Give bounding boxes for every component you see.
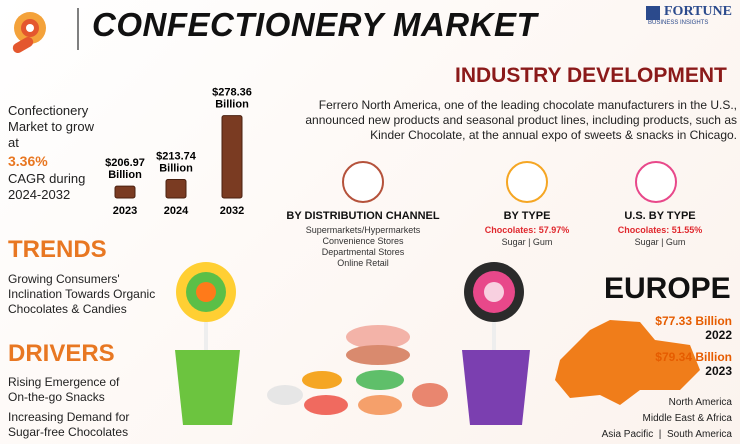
bar — [221, 115, 243, 199]
segment-item: Online Retail — [337, 258, 389, 268]
region: Middle East & Africa — [642, 413, 732, 424]
logo: FORTUNE — [664, 4, 732, 19]
driver: Increasing Demand for Sugar-free Chocola… — [8, 410, 130, 439]
x-tick-label: 2024 — [164, 205, 189, 217]
segment-title: U.S. BY TYPE — [624, 210, 696, 222]
growth-rate: 3.36% — [8, 153, 48, 169]
value-label: $278.36 Billion — [212, 87, 252, 111]
europe-value: $77.33 Billion — [655, 314, 732, 328]
segment-item: Sugar | Gum — [634, 237, 686, 247]
trends-title: TRENDS — [8, 236, 107, 263]
segment-highlight: Chocolates: 57.97% — [484, 225, 570, 235]
europe-year: 2023 — [705, 364, 732, 378]
trends-text: Growing Consumers' Inclination Towards O… — [8, 272, 156, 316]
segment-highlight: Chocolates: 51.55% — [617, 225, 703, 235]
drivers-title: DRIVERS — [8, 340, 115, 367]
bar — [165, 178, 187, 199]
value-label: $206.97 Billion — [105, 157, 145, 181]
driver: Rising Emergence of On-the-go Snacks — [8, 375, 120, 404]
x-tick-label: 2032 — [220, 205, 244, 217]
europe-year: 2022 — [705, 328, 732, 342]
segment-list: Supermarkets/Hypermarkets Convenience Sto… — [278, 225, 448, 269]
region: North America — [668, 397, 732, 408]
growth-tail: CAGR during 2024-2032 — [8, 171, 86, 202]
bar — [114, 185, 136, 199]
market-chart: $206.97 Billion 2023 $213.74 Billion 2024 $278… — [105, 87, 252, 217]
value-label: $213.74 Billion — [156, 150, 197, 174]
industry-text: Ferrero North America, one of the leadin… — [305, 98, 737, 142]
segment-item: Convenience Stores — [322, 236, 404, 246]
title: CONFECTIONERY MARKET — [92, 6, 538, 43]
europe-title: EUROPE — [604, 272, 731, 305]
segment-item: Departmental Stores — [321, 247, 405, 257]
segment-title: BY TYPE — [503, 210, 551, 222]
segment-item: Sugar | Gum — [501, 237, 553, 247]
growth-lead: Confectionery Market to grow at — [8, 103, 94, 150]
europe-value: $79.34 Billion — [655, 350, 732, 364]
x-tick-label: 2023 — [113, 205, 137, 217]
industry-title: INDUSTRY DEVELOPMENT — [455, 64, 727, 87]
segment-title: BY DISTRIBUTION CHANNEL — [286, 210, 440, 222]
region: Asia Pacific | South America — [601, 429, 732, 440]
logo-sub: BUSINESS INSIGHTS — [648, 20, 709, 26]
segment-item: Supermarkets/Hypermarkets — [305, 225, 421, 235]
